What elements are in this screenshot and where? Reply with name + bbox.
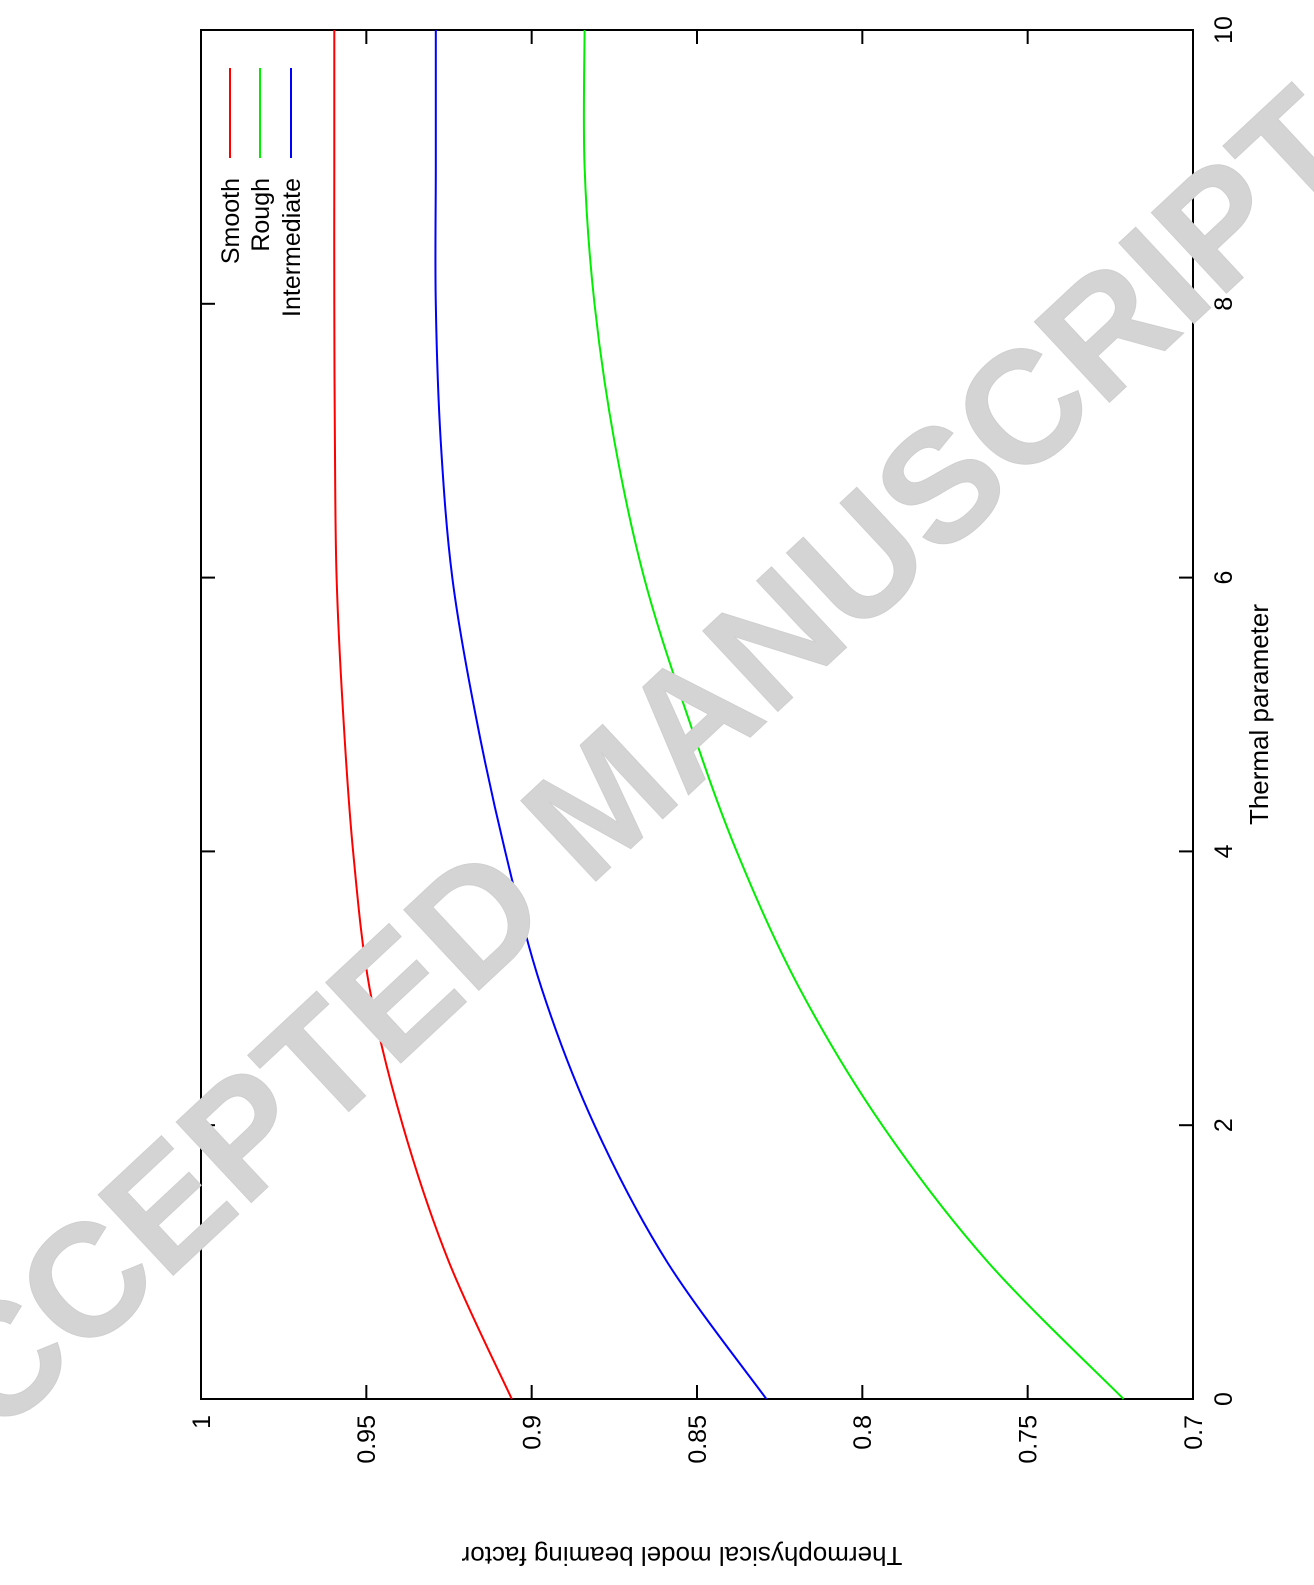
x-axis-title: Thermal parameter xyxy=(1244,604,1274,825)
x-tick-label: 4 xyxy=(1210,844,1238,858)
x-tick-label: 2 xyxy=(1210,1118,1238,1132)
series-line-intermediate xyxy=(434,30,768,1400)
series-line-smooth xyxy=(333,30,513,1400)
x-tick-label: 10 xyxy=(1210,16,1238,44)
y-tick-label: 0.7 xyxy=(1180,1415,1208,1450)
x-tick-label: 0 xyxy=(1210,1392,1238,1406)
y-axis-title: Thermophysical model beaming factor xyxy=(461,1541,902,1571)
y-tick-label: 0.75 xyxy=(1014,1415,1042,1464)
legend-label-rough: Rough xyxy=(247,178,275,252)
series-line-rough xyxy=(582,29,1125,1400)
y-tick-label: 0.85 xyxy=(684,1415,712,1464)
y-tick-label: 0.95 xyxy=(353,1415,381,1464)
legend-label-intermediate: Intermediate xyxy=(278,178,306,317)
x-tick-label: 6 xyxy=(1210,571,1238,585)
plot-layer: 0 2 4 6 8 10 0.7 0.75 0.8 0.85 0.9 0.95 1 Thermal par… xyxy=(188,16,1274,1571)
legend-label-smooth: Smooth xyxy=(217,178,245,264)
y-tick-label: 0.8 xyxy=(849,1415,877,1450)
watermark-text: ACCEPTED MANUSCRIPT xyxy=(0,55,1314,1544)
y-tick-label: 1 xyxy=(188,1415,216,1429)
x-tick-label: 8 xyxy=(1210,297,1238,311)
y-tick-label: 0.9 xyxy=(518,1415,546,1450)
